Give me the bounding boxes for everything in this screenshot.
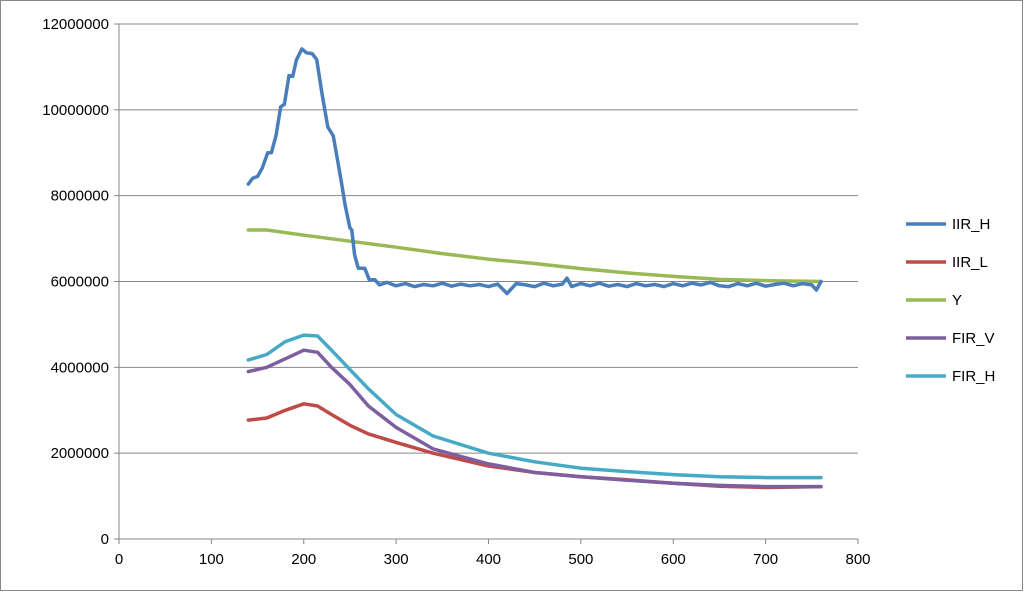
legend-label: IIR_L	[952, 254, 988, 271]
x-tick-label: 300	[384, 551, 409, 568]
legend-label: FIR_V	[952, 330, 995, 347]
y-tick-label: 12000000	[42, 16, 109, 33]
y-tick-label: 4000000	[51, 359, 109, 376]
series-line-iir-h	[246, 47, 823, 296]
series-line-fir-v	[246, 348, 823, 489]
x-tick-label: 0	[115, 551, 123, 568]
x-tick-label: 200	[291, 551, 316, 568]
series-line-y	[246, 228, 823, 284]
series-line-fir-h	[246, 333, 823, 480]
legend-label: Y	[952, 292, 962, 309]
x-tick-label: 600	[661, 551, 686, 568]
legend-label: FIR_H	[952, 368, 995, 385]
y-tick-label: 2000000	[51, 445, 109, 462]
y-tick-label: 8000000	[51, 188, 109, 205]
x-tick-label: 500	[568, 551, 593, 568]
y-tick-label: 6000000	[51, 274, 109, 291]
x-tick-label: 800	[845, 551, 870, 568]
legend-label: IIR_H	[952, 216, 990, 233]
x-tick-label: 700	[753, 551, 778, 568]
x-tick-label: 100	[199, 551, 224, 568]
x-tick-label: 400	[476, 551, 501, 568]
y-tick-label: 0	[101, 531, 109, 548]
y-tick-label: 10000000	[42, 102, 109, 119]
